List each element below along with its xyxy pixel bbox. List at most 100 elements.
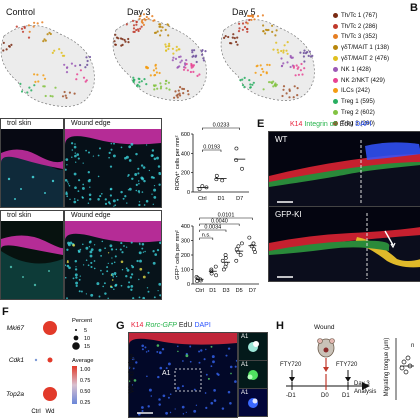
panel-letter-g: G <box>116 320 125 332</box>
y-tick-label: 400 <box>181 151 190 157</box>
data-point <box>234 146 239 151</box>
legend-label: Treg 2 (602) <box>341 109 375 117</box>
expr-dot <box>43 321 57 335</box>
insets-g: A1 A1 A1 <box>238 332 268 417</box>
data-point <box>214 273 218 278</box>
average-value: 0.25 <box>80 400 90 406</box>
legend-label: Th/Tc 2 (286) <box>341 22 378 30</box>
legend-item: NK 2/NKT (429) <box>333 75 420 86</box>
p-value: 0.0034 <box>204 225 221 231</box>
title-edu: EdU <box>339 121 354 128</box>
data-point <box>197 187 202 192</box>
legend-label: Th/Tc 1 (767) <box>341 11 378 19</box>
data-point <box>251 247 256 252</box>
average-value: 0.50 <box>80 389 90 395</box>
data-point <box>249 244 254 249</box>
timepoint-m1: -D1 <box>286 393 296 399</box>
expr-dot <box>43 387 57 401</box>
inset-3: A1 <box>238 388 268 417</box>
y-tick-label: 200 <box>181 171 190 177</box>
legend-item: γδT/MAIT 2 (476) <box>333 53 420 64</box>
panel-letter-e: E <box>257 118 265 130</box>
legend-item: ILCs (242) <box>333 86 420 97</box>
x-tick-label: D5 <box>236 288 243 294</box>
y-axis-label: RORγt⁺ cells per mm² <box>174 135 181 190</box>
legend-item: Treg 2 (602) <box>333 107 420 118</box>
legend-swatch <box>333 110 338 116</box>
legend-swatch <box>333 99 338 105</box>
data-point <box>251 241 256 246</box>
panel-g-title: K14 Rorc-GFP EdU DAPI <box>131 322 211 329</box>
legend-label: γδT/MAIT 2 (476) <box>341 55 390 63</box>
y-tick-label: 400 <box>181 224 190 230</box>
x-tick-label: D7 <box>236 196 243 202</box>
tongue-tick: n <box>411 343 415 349</box>
data-point <box>223 256 228 260</box>
micrograph-wt: WT <box>268 131 420 207</box>
legend-swatch <box>333 120 338 126</box>
data-point <box>214 177 219 182</box>
micrograph-control-bottom: trol skin <box>0 210 64 300</box>
data-point <box>247 235 252 240</box>
inset-2: A1 <box>238 360 268 389</box>
gene-label: Top2a <box>6 391 24 398</box>
x-tick-label: D7 <box>249 288 256 294</box>
umap-title-control: Control <box>6 7 36 17</box>
legend-swatch <box>333 45 338 51</box>
data-point <box>209 271 214 276</box>
micrograph-control-top: trol skin <box>0 118 64 208</box>
legend-item: Treg 3 (260) <box>333 118 420 129</box>
ror-dot-chart: 0 200 400 600 Ctrl D1 D7 0.0233 0.0193 RORγt⁺ cel… <box>174 123 249 202</box>
legend-swatch <box>333 23 338 29</box>
panel-letter-h: H <box>276 320 284 332</box>
title-integrin: Integrin α5 <box>304 121 338 128</box>
data-point <box>221 267 226 272</box>
timepoint-d0: D0 <box>321 393 329 399</box>
percent-value: 15 <box>84 344 90 350</box>
p-value: 0.0193 <box>203 145 220 151</box>
legend-item: Treg 1 (595) <box>333 96 420 107</box>
gene-label: Mki67 <box>7 325 25 332</box>
expr-dot <box>34 358 38 362</box>
data-point <box>238 253 243 257</box>
wound-label: Wound <box>314 324 335 331</box>
legend-swatch <box>333 77 338 83</box>
gene-label: Cdk1 <box>9 357 25 364</box>
data-point <box>234 258 239 263</box>
timepoint-d3: Day 3 <box>354 381 370 387</box>
tongue-ylabel: Migrating tongue (μm) <box>384 337 390 397</box>
legend-label: NK 1 (428) <box>341 65 371 73</box>
inset-label: A1 <box>241 362 249 368</box>
umap-plots <box>0 13 315 107</box>
inset-label: A1 <box>241 390 249 396</box>
legend-item: γδT/MAIT 1 (138) <box>333 42 420 53</box>
y-tick-label: 300 <box>181 239 190 245</box>
micrograph-wound-top: Wound edge <box>64 118 162 208</box>
average-legend-title: Average <box>72 358 94 364</box>
panel-b: Control Day 3 Day 5 B Th/Tc 1 (767) Th/Tc… <box>0 0 420 138</box>
expr-dot <box>47 357 53 363</box>
gfp-dot-chart: 0 100 200 300 400 Ctrl D1 D3 D5 D7 0.01010.00400.0… <box>174 213 259 294</box>
micrograph-wound-edge-g: A1 <box>128 332 238 418</box>
wound-edge-side-label: Wound edge <box>128 353 136 394</box>
mouse-icon <box>317 338 335 358</box>
p-value: n.s. <box>202 233 211 239</box>
legend-label: NK 2/NKT (429) <box>341 76 385 84</box>
title-edu: EdU <box>178 322 193 329</box>
legend-item: Th/Tc 2 (286) <box>333 21 420 32</box>
inset-1: A1 <box>238 332 268 361</box>
legend-item: NK 1 (428) <box>333 64 420 75</box>
umap-title-day3: Day 3 <box>127 7 151 17</box>
timepoint-d1: D1 <box>342 393 350 399</box>
title-k14: K14 <box>290 121 303 128</box>
x-category-label: Wd <box>46 409 55 415</box>
x-category-label: Ctrl <box>31 409 40 415</box>
data-point <box>220 178 225 183</box>
percent-legend-title: Percent <box>72 318 92 324</box>
legend-item: Th/Tc 1 (767) <box>333 10 420 21</box>
legend-swatch <box>333 56 338 62</box>
inset-marker: A1 <box>162 370 171 377</box>
legend-swatch <box>333 12 338 18</box>
inset-label: A1 <box>241 334 249 340</box>
title-k14: K14 <box>131 322 144 329</box>
